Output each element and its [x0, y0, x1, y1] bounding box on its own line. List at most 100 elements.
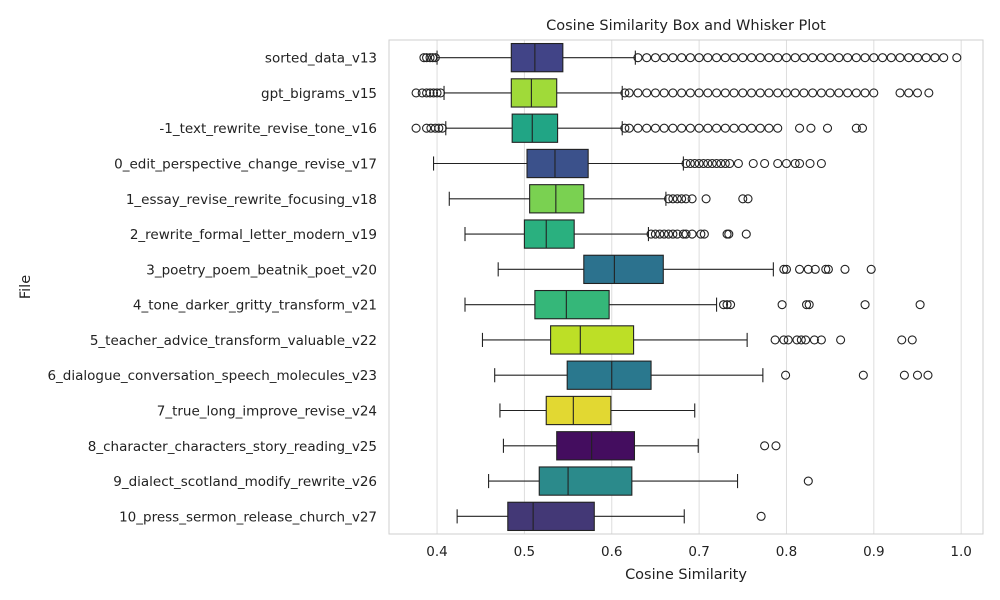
outlier-point	[712, 53, 722, 63]
outlier-point	[650, 123, 660, 133]
outlier-point	[773, 158, 783, 169]
box-iqr	[583, 254, 664, 285]
outlier-point	[681, 194, 691, 204]
outlier-point	[897, 335, 907, 345]
outlier-point	[869, 53, 879, 63]
outlier-point	[907, 335, 917, 345]
outlier-point	[725, 158, 735, 169]
outlier-point	[694, 88, 704, 98]
outlier-point	[720, 123, 730, 133]
outlier-point	[722, 300, 732, 310]
outlier-point	[435, 88, 446, 98]
outlier-point	[411, 88, 421, 98]
outlier-point	[921, 53, 931, 63]
outlier-point	[437, 123, 447, 133]
x-tick-label: 0.9	[863, 544, 884, 560]
outlier-point	[422, 88, 432, 98]
outlier-point	[659, 88, 669, 98]
outlier-point	[773, 53, 783, 63]
outlier-point	[430, 123, 440, 133]
box-group	[502, 431, 781, 461]
chart-title: Cosine Similarity Box and Whisker Plot	[546, 18, 826, 34]
box-iqr	[550, 325, 635, 355]
x-tick-label: 0.6	[601, 544, 622, 560]
outlier-point	[703, 53, 713, 63]
outlier-point	[668, 229, 678, 239]
outlier-point	[650, 88, 660, 98]
outlier-point	[756, 511, 766, 521]
outlier-point	[781, 158, 792, 169]
outlier-point	[816, 335, 826, 345]
outlier-point	[915, 300, 925, 310]
outlier-point	[840, 264, 850, 274]
outlier-point	[748, 158, 758, 169]
outlier-point	[712, 158, 722, 169]
outlier-point	[816, 53, 826, 63]
outlier-point	[712, 88, 722, 98]
outlier-point	[659, 53, 669, 63]
box-iqr	[566, 360, 652, 390]
y-category-label: 7_true_long_improve_revise_v24	[157, 404, 377, 420]
outlier-point	[836, 335, 846, 345]
outlier-point	[939, 53, 949, 63]
outlier-point	[790, 158, 800, 169]
outlier-point	[808, 88, 818, 98]
outlier-point	[738, 194, 748, 204]
outlier-point	[952, 53, 962, 63]
outlier-point	[687, 229, 697, 239]
y-category-label: 1_essay_revise_rewrite_focusing_v18	[126, 192, 377, 208]
box-group	[464, 289, 925, 320]
box-iqr	[507, 501, 595, 532]
outlier-point	[712, 123, 722, 133]
outlier-point	[777, 300, 787, 310]
box-group	[481, 325, 917, 355]
outlier-point	[663, 194, 674, 204]
outlier-point	[851, 88, 861, 98]
outlier-point	[895, 53, 905, 63]
outlier-point	[694, 53, 704, 63]
y-category-label: gpt_bigrams_v15	[261, 86, 377, 102]
outlier-point	[659, 123, 669, 133]
outlier-point	[923, 370, 933, 380]
outlier-point	[694, 123, 704, 133]
outlier-point	[668, 194, 678, 204]
outlier-point	[642, 123, 652, 133]
outlier-point	[755, 88, 765, 98]
y-category-label: 9_dialect_scotland_modify_rewrite_v26	[113, 474, 377, 490]
outlier-point	[796, 335, 806, 345]
outlier-point	[810, 264, 820, 274]
y-category-label: -1_text_rewrite_revise_tone_v16	[159, 121, 377, 137]
outlier-point	[783, 335, 793, 345]
outlier-point	[790, 53, 800, 63]
outlier-point	[428, 88, 439, 98]
box-group	[464, 219, 751, 249]
outlier-point	[672, 194, 682, 204]
outlier-point	[821, 264, 831, 274]
y-category-label: 6_dialogue_conversation_speech_molecules…	[47, 368, 377, 384]
y-category-label: sorted_data_v13	[265, 51, 377, 67]
outlier-point	[729, 88, 739, 98]
outlier-point	[822, 123, 833, 133]
y-category-label: 5_teacher_advice_transform_valuable_v22	[90, 333, 377, 349]
y-category-label: 2_rewrite_formal_letter_modern_v19	[130, 227, 377, 243]
box-group	[456, 501, 766, 532]
x-tick-label: 0.4	[426, 544, 447, 560]
outlier-point	[633, 123, 643, 133]
outlier-point	[912, 53, 923, 63]
outlier-point	[795, 158, 805, 169]
outlier-point	[668, 123, 678, 133]
outlier-point	[720, 88, 730, 98]
outlier-point	[755, 123, 765, 133]
x-tick-label: 0.7	[688, 544, 709, 560]
box-iqr	[534, 289, 610, 320]
outlier-point	[677, 88, 687, 98]
outlier-point	[425, 53, 435, 63]
outlier-point	[685, 123, 695, 133]
outlier-point	[857, 123, 868, 133]
outlier-point	[816, 158, 826, 169]
outlier-point	[760, 158, 770, 169]
outlier-point	[685, 88, 695, 98]
box-iqr	[510, 78, 558, 108]
outlier-point	[799, 88, 809, 98]
outlier-point	[646, 229, 656, 239]
